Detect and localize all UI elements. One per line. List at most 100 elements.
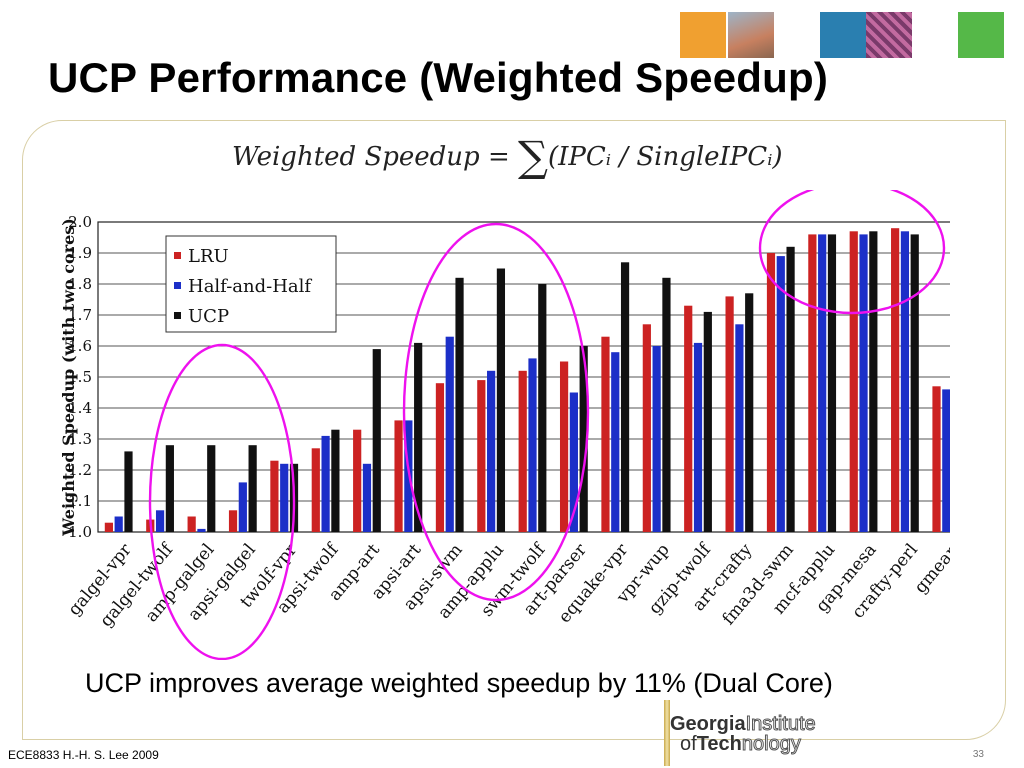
bar-lru-mcf-applu <box>808 234 817 532</box>
formula-lhs: Weighted Speedup = <box>232 142 510 172</box>
page-number: 33 <box>972 749 984 760</box>
bar-ucp-apsi-swm <box>455 277 464 532</box>
bar-lru-fma3d-swm <box>766 253 776 532</box>
bar-half-and-half-amp-applu <box>487 370 496 532</box>
bar-ucp-gzip-twolf <box>703 311 712 532</box>
y-tick-label: 2.0 <box>68 213 92 231</box>
bar-lru-amp-applu <box>477 380 486 532</box>
bar-half-and-half-equake-vpr <box>611 352 620 532</box>
georgia-tech-logo: GeorgiaInstitute ofTechnology <box>664 700 870 766</box>
bar-ucp-amp-art <box>372 349 381 532</box>
decorative-tile-orange <box>680 12 726 58</box>
bar-half-and-half-vpr-wup <box>652 346 661 532</box>
bar-lru-amp-art <box>353 429 362 532</box>
bar-ucp-apsi-art <box>414 342 423 532</box>
bar-ucp-fma3d-swm <box>786 246 795 533</box>
highlight-ellipse-3 <box>758 190 946 315</box>
bar-half-and-half-gap-mesa <box>859 234 868 532</box>
bar-lru-apsi-twolf <box>311 448 320 532</box>
y-tick-label: 1.7 <box>68 306 92 324</box>
bar-lru-apsi-swm <box>435 383 445 532</box>
bar-half-and-half-galgel-vpr <box>114 516 123 532</box>
bar-lru-galgel-vpr <box>104 522 113 532</box>
bar-ucp-equake-vpr <box>620 262 630 532</box>
bar-lru-art-parser <box>559 361 569 532</box>
y-tick-label: 1.4 <box>68 399 92 417</box>
bar-half-and-half-art-crafty <box>735 324 744 532</box>
bar-lru-vpr-wup <box>642 324 651 532</box>
y-tick-label: 1.1 <box>68 492 92 510</box>
bar-half-and-half-gmean <box>942 389 950 532</box>
weighted-speedup-bar-chart: 1.0 1.1 1.2 1.3 1.4 1.5 1.6 1.7 1.8 1.9 2.0Weighte… <box>59 190 950 660</box>
bar-half-and-half-fma3d-swm <box>776 256 785 532</box>
bar-half-and-half-swm-twolf <box>528 358 537 532</box>
footer-course-info: ECE8833 H.-H. S. Lee 2009 <box>8 748 159 762</box>
decorative-tile-blue <box>820 12 866 58</box>
content-frame <box>22 120 1006 740</box>
bar-ucp-amp-galgel <box>207 445 216 532</box>
logo-word-institute: Institute <box>745 713 816 735</box>
bar-half-and-half-amp-galgel <box>197 528 206 532</box>
y-tick-label: 1.9 <box>68 244 92 262</box>
logo-word-georgia: Georgia <box>670 713 746 735</box>
y-tick-label: 1.2 <box>68 461 92 479</box>
bar-ucp-galgel-vpr <box>124 451 133 532</box>
logo-word-nology: nology <box>741 733 801 755</box>
bar-half-and-half-crafty-perl <box>900 231 910 533</box>
formula-rhs: (IPCᵢ / SingleIPCᵢ) <box>548 142 783 172</box>
legend-label: LRU <box>188 246 229 267</box>
y-axis-label: Weighted Speedup (with two cores) <box>59 218 78 537</box>
bar-lru-swm-twolf <box>518 370 527 532</box>
legend-label: UCP <box>188 306 229 327</box>
decorative-tile-green <box>958 12 1004 58</box>
highlight-ellipse-1 <box>148 343 296 660</box>
bar-lru-gap-mesa <box>849 231 858 533</box>
bar-half-and-half-amp-art <box>362 463 372 532</box>
y-tick-label: 1.3 <box>68 430 92 448</box>
logo-pillar-icon <box>664 700 670 766</box>
bar-half-and-half-gzip-twolf <box>693 342 703 532</box>
slide-title: UCP Performance (Weighted Speedup) <box>48 54 829 101</box>
bar-ucp-crafty-perl <box>910 234 919 532</box>
bar-lru-apsi-art <box>394 420 403 532</box>
legend-swatch <box>174 252 181 259</box>
bar-lru-gmean <box>932 386 941 532</box>
weighted-speedup-formula: Weighted Speedup = ∑(IPCᵢ / SingleIPCᵢ) <box>232 132 783 181</box>
highlight-ellipse-2 <box>402 222 590 602</box>
bar-half-and-half-apsi-galgel <box>238 482 247 532</box>
bar-ucp-apsi-twolf <box>331 429 340 532</box>
bar-half-and-half-apsi-swm <box>445 336 454 532</box>
y-tick-label: 1.0 <box>68 523 92 541</box>
bar-ucp-mcf-applu <box>827 234 837 532</box>
bar-ucp-apsi-galgel <box>248 445 257 532</box>
logo-word-of: of <box>680 733 697 755</box>
bar-half-and-half-apsi-twolf <box>321 435 330 532</box>
bar-lru-apsi-galgel <box>228 510 238 532</box>
bar-ucp-art-parser <box>579 346 588 532</box>
bar-lru-twolf-vpr <box>270 460 279 532</box>
bar-ucp-art-crafty <box>745 293 754 532</box>
bar-ucp-swm-twolf <box>538 284 547 532</box>
bar-lru-equake-vpr <box>601 336 610 532</box>
bar-ucp-vpr-wup <box>662 277 671 532</box>
y-tick-label: 1.6 <box>68 337 92 355</box>
bar-lru-crafty-perl <box>891 228 900 532</box>
bar-half-and-half-mcf-applu <box>818 234 827 532</box>
bar-half-and-half-art-parser <box>569 392 578 532</box>
bar-half-and-half-galgel-twolf <box>155 510 165 532</box>
logo-word-tech: Tech <box>696 733 742 755</box>
legend-swatch <box>174 312 181 319</box>
decorative-photo-building <box>728 12 774 58</box>
bar-lru-gzip-twolf <box>684 305 693 532</box>
legend-label: Half-and-Half <box>188 276 312 297</box>
bar-lru-art-crafty <box>725 296 734 532</box>
slide-caption: UCP improves average weighted speedup by… <box>85 668 833 698</box>
bar-ucp-gap-mesa <box>869 231 878 533</box>
legend-box <box>165 235 337 333</box>
bar-ucp-amp-applu <box>496 268 506 532</box>
y-tick-label: 1.8 <box>68 275 92 293</box>
legend-swatch <box>174 282 181 289</box>
formula-sigma: ∑ <box>518 132 548 181</box>
bar-half-and-half-twolf-vpr <box>280 463 289 532</box>
decorative-photo-circuit <box>866 12 912 58</box>
